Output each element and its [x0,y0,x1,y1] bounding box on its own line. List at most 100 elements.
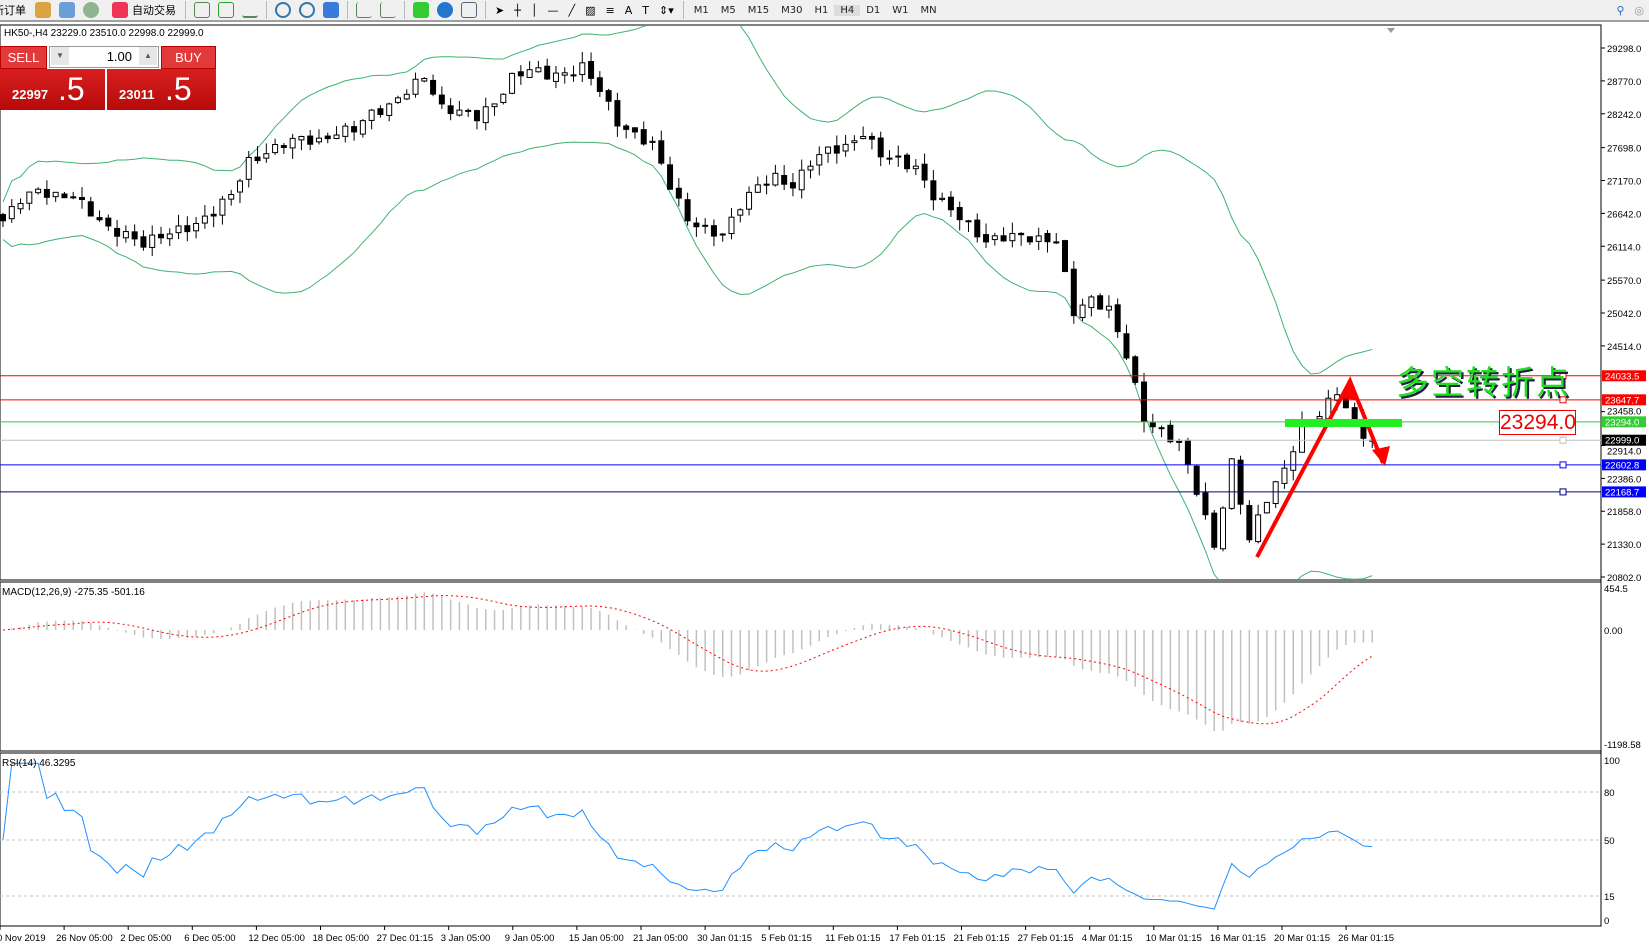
trendline-icon[interactable]: ╱ [568,3,576,17]
candle [245,151,252,188]
candle [772,164,779,187]
timeframe-h4[interactable]: H4 [834,4,861,16]
autoscroll-icon[interactable] [356,2,372,18]
search-icon[interactable]: ⚲ [1616,3,1625,17]
rsi-tick: 80 [1604,788,1615,799]
timeframe-mn[interactable]: MN [920,4,937,16]
candle [1035,227,1042,250]
buy-price: 23011 [119,87,155,102]
timeframe-m5[interactable]: M5 [720,4,736,16]
community-icon[interactable]: ◎ [1634,3,1644,17]
candle [956,201,963,231]
candle [263,143,270,163]
new-order-button[interactable]: 新订单 [0,4,26,17]
candle [465,108,472,117]
macd-panel[interactable] [0,581,1602,752]
indicators-icon[interactable] [413,2,429,18]
timeframe-m1[interactable]: M1 [693,4,709,16]
bar-chart-icon[interactable] [194,2,210,18]
candle [746,186,753,216]
candle [912,158,919,176]
candle [1202,482,1209,520]
annotation-text[interactable]: 多空转折点 [1396,363,1571,402]
periods-icon[interactable] [437,2,453,18]
crosshair-icon[interactable]: ┼ [514,3,521,17]
timeframe-h1[interactable]: H1 [814,4,829,16]
arrows-icon[interactable]: ⇕▾ [658,3,674,17]
arrow-drawing[interactable] [1255,376,1390,558]
rsi-tick: 100 [1604,756,1620,767]
lot-decrease-icon[interactable]: ▼ [51,47,69,65]
line-chart-icon[interactable] [242,2,258,18]
market-watch-icon[interactable] [59,2,75,18]
sell-button[interactable]: SELL [0,46,47,69]
candle [8,199,15,223]
green-level-bar[interactable] [1285,419,1402,427]
hline-price-tag [1602,486,1646,498]
candle [236,178,243,204]
lot-increase-icon[interactable]: ▲ [139,47,157,65]
candle [1272,480,1279,508]
candle [552,65,559,89]
candle [17,198,24,214]
auto-trading-icon [112,2,128,18]
main-panel[interactable] [0,24,1602,581]
candle [763,175,770,195]
candle [43,180,50,205]
tile-windows-icon[interactable] [323,2,339,18]
candle [868,132,875,150]
sell-price-button[interactable]: 22997 .5 [0,69,105,110]
timeframe-m30[interactable]: M30 [781,4,803,16]
horizontal-line-icon[interactable]: — [547,3,559,17]
vertical-line-icon[interactable]: │ [530,3,538,17]
candle [1000,227,1007,242]
candle [333,126,340,140]
macd-tick: 0.00 [1604,626,1623,637]
candle-chart-icon[interactable] [218,2,234,18]
lot-input[interactable]: 1.00 [49,46,159,68]
hline-handle[interactable] [1559,396,1567,404]
candle [728,208,735,240]
timeframe-d1[interactable]: D1 [866,4,881,16]
candle [456,100,463,117]
text-icon[interactable]: A [624,3,633,17]
channel-icon[interactable]: ▨ [585,3,596,17]
price-tick: 28242.0 [1607,110,1641,121]
time-tick: 21 Feb 01:15 [954,933,1010,944]
candle [895,145,902,167]
history-icon[interactable] [35,2,51,18]
candle [719,233,726,242]
price-label[interactable]: 23294.0 [1499,410,1576,435]
auto-trading-button[interactable]: 自动交易 [103,0,181,20]
signal-icon[interactable] [83,2,99,18]
label-icon[interactable]: T [642,3,649,17]
templates-icon[interactable] [461,2,477,18]
arrow-down-icon [1372,446,1390,466]
cursor-icon[interactable]: ➤ [495,3,505,17]
hline-price-tag [1602,459,1646,471]
time-tick: 26 Nov 05:00 [56,933,113,944]
candle [930,169,937,211]
shift-marker-icon[interactable] [1387,28,1395,33]
fibonacci-icon[interactable]: ≡ [605,3,615,17]
hline-handle[interactable] [1559,372,1567,380]
candle [754,176,761,194]
buy-price-button[interactable]: 23011 .5 [107,69,216,110]
hline-handle[interactable] [1559,461,1567,469]
chart-shift-icon[interactable] [380,2,396,18]
candle [193,216,200,239]
hline-handle[interactable] [1559,488,1567,496]
candle [1132,355,1139,385]
price-tick: 22914.0 [1607,446,1641,457]
hline-handle[interactable] [1559,436,1567,444]
timeframe-w1[interactable]: W1 [892,4,909,16]
zoom-in-icon[interactable] [275,2,291,18]
buy-button[interactable]: BUY [161,46,216,69]
candle [1263,501,1270,514]
auto-trading-label: 自动交易 [132,4,176,17]
time-tick: 5 Feb 01:15 [761,933,812,944]
timeframe-m15[interactable]: M15 [747,4,770,16]
candle [315,129,322,145]
zoom-out-icon[interactable] [299,2,315,18]
